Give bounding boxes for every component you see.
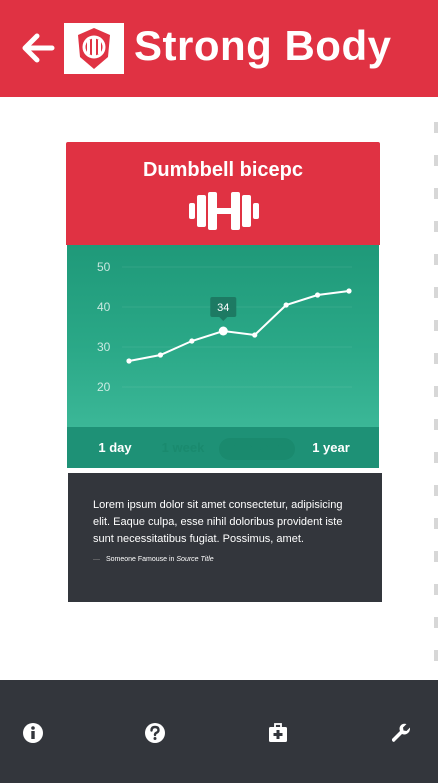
y-tick-label: 50 [97, 260, 111, 274]
data-point[interactable] [314, 292, 321, 298]
data-point[interactable] [189, 338, 195, 344]
y-tick-label: 30 [97, 340, 111, 354]
wrench-icon[interactable] [390, 722, 412, 744]
progress-chart: 50 40 30 20 34 [67, 245, 379, 427]
help-icon[interactable] [144, 722, 166, 744]
arrow-left-icon[interactable] [18, 28, 58, 68]
selected-range-highlight [219, 438, 295, 460]
app-title: Strong Body [134, 22, 392, 69]
exercise-title: Dumbbell bicepc [142, 159, 304, 181]
card-header: Dumbbell bicepc [66, 142, 380, 245]
series-line [128, 290, 350, 362]
quote-author: Someone Famouse in [105, 556, 175, 563]
quote-text: Lorem ipsum dolor sit amet consectetur, … [93, 499, 343, 545]
tooltip-box [210, 297, 237, 317]
range-1-day[interactable]: 1 day [98, 440, 132, 455]
shield-logo-icon [64, 23, 124, 74]
quote-source-title: Source Title [176, 556, 214, 563]
y-tick-label: 40 [97, 300, 111, 314]
scroll-edge [434, 100, 438, 680]
quote-source: — Someone Famouse in Source Title [93, 556, 214, 563]
data-point[interactable] [126, 358, 132, 364]
bottom-toolbar [0, 680, 438, 783]
data-point[interactable] [218, 326, 228, 336]
quote-dash: — [93, 556, 100, 563]
range-1-week[interactable]: 1 week [161, 440, 205, 455]
y-tick-label: 20 [97, 380, 111, 394]
range-1-year[interactable]: 1 year [312, 440, 350, 455]
data-point[interactable] [157, 352, 164, 358]
tooltip-pointer [219, 317, 228, 321]
data-point[interactable] [346, 288, 352, 294]
exercise-card: Dumbbell bicepc 50 40 30 20 34 1 day 1 week… [66, 142, 380, 469]
quote-card: Lorem ipsum dolor sit amet consectetur, … [68, 473, 382, 602]
tooltip-value: 34 [217, 302, 229, 314]
data-point[interactable] [252, 332, 258, 338]
app-header: Strong Body [0, 0, 438, 97]
medical-kit-icon[interactable] [267, 722, 289, 744]
dumbbell-icon [189, 192, 259, 230]
data-point[interactable] [283, 302, 289, 308]
line-chart: 50 40 30 20 34 [97, 260, 352, 394]
time-range-selector: 1 day 1 week 1 month 1 year [67, 427, 379, 468]
range-1-month[interactable]: 1 month [232, 440, 284, 455]
info-icon[interactable] [22, 722, 44, 744]
